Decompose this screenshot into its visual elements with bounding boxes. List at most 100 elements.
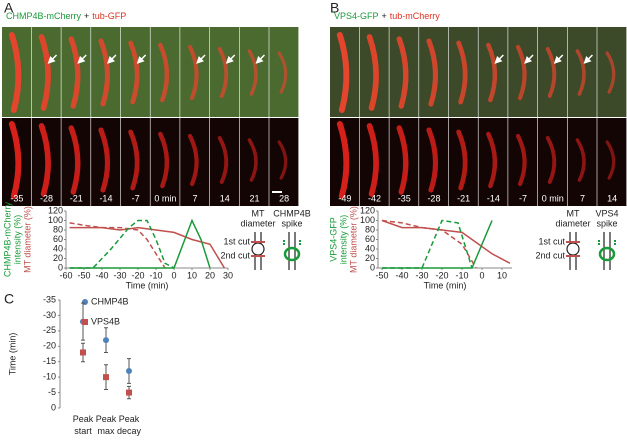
series-line: [381, 219, 477, 269]
spindle: [336, 32, 350, 113]
bulge: [251, 242, 265, 256]
time-label: 0 min: [154, 193, 176, 203]
point: [126, 367, 132, 374]
spindle: [366, 123, 379, 197]
spindle: [247, 49, 258, 96]
y-axis-label: MT diameter (%): [348, 206, 358, 273]
x-tick-label: -60: [59, 270, 72, 280]
time-label: 0 min: [542, 193, 564, 203]
title-part: CHMP4B-mCherry: [6, 11, 82, 21]
spindle: [158, 42, 170, 103]
y-axis-label: Time (min): [7, 333, 17, 376]
arrow: [225, 54, 236, 64]
spindle: [187, 44, 199, 101]
series-line: [382, 220, 493, 269]
time-label: -14: [99, 193, 112, 203]
spindle: [128, 40, 140, 105]
y-tick-label: 80: [53, 224, 63, 234]
spike-dash: [598, 240, 616, 246]
x-tick-label: -40: [95, 270, 108, 280]
arrow: [553, 54, 564, 64]
arrow: [77, 54, 87, 64]
schematic-label: spike: [281, 218, 302, 228]
y-tick-label: 60: [365, 234, 375, 244]
title-part: tub-mCherry: [390, 11, 441, 21]
frame-red: [597, 118, 627, 206]
y-tick-label: -20: [43, 341, 56, 351]
x-tick-label: 30: [223, 270, 233, 280]
x-tick-label: -10: [149, 270, 162, 280]
schematic-label: CHMP4B: [273, 208, 311, 218]
time-label: -35: [10, 193, 23, 203]
x-tick-label: -20: [435, 270, 448, 280]
cut-label: 1st cut: [538, 236, 565, 246]
spindle: [128, 129, 140, 191]
x-tick-label: -40: [395, 270, 408, 280]
spindle: [486, 131, 498, 189]
time-label: -7: [519, 193, 527, 203]
time-label: -28: [40, 193, 53, 203]
time-label: -14: [487, 193, 500, 203]
legend-label: VPS4B: [91, 316, 120, 326]
spindle: [515, 133, 527, 187]
spindle: [575, 138, 586, 182]
time-label: -42: [368, 193, 381, 203]
spindle: [8, 121, 22, 199]
arrow: [47, 54, 58, 64]
y-tick-label: 120: [48, 205, 63, 215]
spindle: [336, 121, 350, 199]
x-tick-label: Peak decay: [117, 414, 142, 436]
y-tick-label: -5: [48, 387, 56, 397]
y-tick-label: 40: [365, 243, 375, 253]
y-axis-label: VPS4-GFP: [328, 217, 338, 262]
time-label: -21: [70, 193, 83, 203]
spindle: [366, 34, 379, 111]
time-label: -35: [398, 193, 411, 203]
y-axis-label: intensity (%): [338, 215, 348, 265]
panel-title: CHMP4B-mCherry + tub-GFP: [6, 11, 126, 21]
time-label: 14: [607, 193, 617, 203]
spindle: [545, 136, 557, 184]
spindle: [98, 38, 111, 107]
x-axis-label: Time (min): [424, 280, 467, 290]
title-part: VPS4-GFP: [334, 11, 379, 21]
spindle: [456, 40, 468, 105]
spindle: [187, 133, 199, 187]
schematic-label: VPS4: [595, 208, 618, 218]
spindle: [38, 34, 51, 111]
arrow: [494, 54, 504, 64]
time-label: 28: [279, 193, 289, 203]
bulge: [566, 242, 580, 256]
y-tick-label: -35: [43, 294, 56, 304]
series-line: [381, 219, 511, 264]
point: [80, 349, 86, 356]
panel-title: VPS4-GFP + tub-mCherry: [334, 11, 440, 21]
frame-merge: [269, 27, 299, 117]
title-part: +: [84, 11, 89, 21]
panel-label: A: [4, 0, 14, 16]
y-tick-label: 120: [360, 205, 375, 215]
y-tick-label: 40: [53, 243, 63, 253]
legend-marker: [82, 319, 88, 325]
y-tick-label: 80: [365, 224, 375, 234]
y-tick-label: 20: [53, 253, 63, 263]
x-tick-label: -10: [455, 270, 468, 280]
title-part: tub-GFP: [92, 11, 126, 21]
spindle: [545, 47, 557, 98]
y-tick-label: -10: [43, 372, 56, 382]
arrow: [136, 54, 147, 64]
spindle: [456, 129, 468, 191]
spindle: [396, 36, 409, 109]
y-axis-label: intensity (%): [12, 215, 22, 265]
spike: [598, 246, 616, 262]
x-tick-label: -50: [77, 270, 90, 280]
point: [126, 389, 132, 396]
time-label: 7: [580, 193, 585, 203]
frame-red: [239, 118, 269, 206]
arrow: [583, 54, 593, 64]
spindle: [277, 140, 288, 180]
point: [103, 374, 109, 381]
x-tick-label: -30: [415, 270, 428, 280]
time-label: 7: [193, 193, 198, 203]
panel-label: B: [330, 0, 339, 16]
